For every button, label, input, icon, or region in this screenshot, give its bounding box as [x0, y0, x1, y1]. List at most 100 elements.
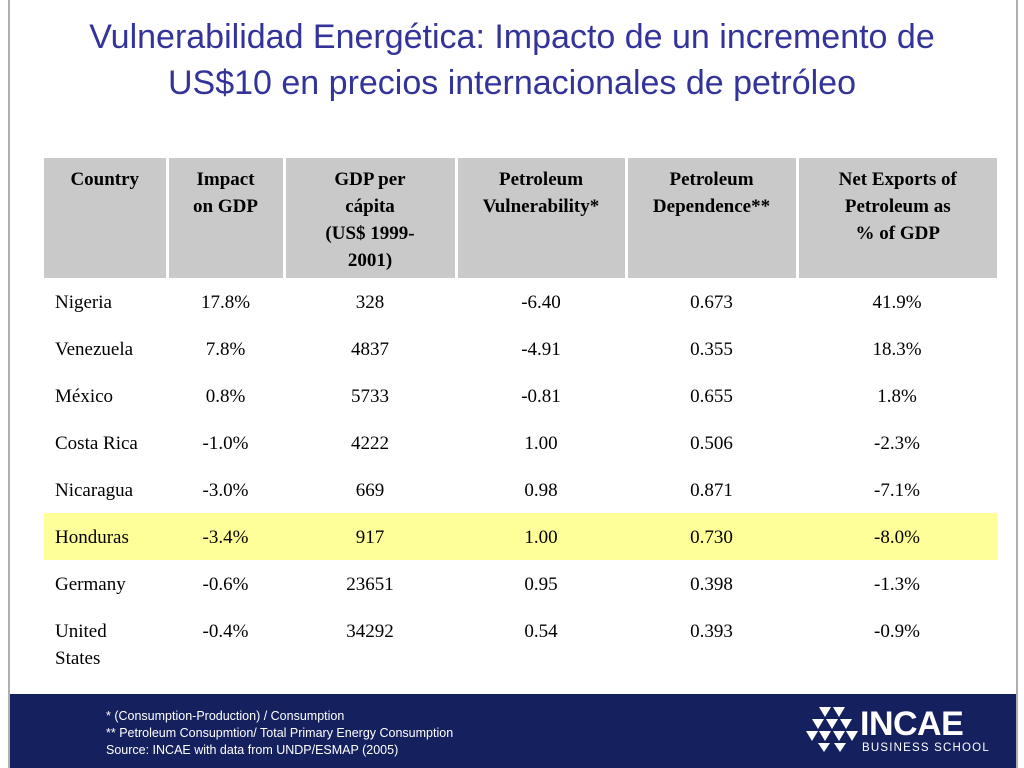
- slide-title: Vulnerabilidad Energética: Impacto de un…: [0, 14, 1024, 106]
- net-exports-cell: -1.3%: [874, 574, 920, 595]
- table-row: Costa Rica -1.0% 4222 1.00 0.506 -2.3%: [44, 419, 997, 466]
- table-row: Nicaragua -3.0% 669 0.98 0.871 -7.1%: [44, 466, 997, 513]
- gdp-cell: 4837: [351, 339, 389, 360]
- dependence-cell: 0.393: [690, 621, 733, 642]
- country-cell: Germany: [44, 560, 167, 607]
- vulnerability-cell: -6.40: [521, 292, 561, 313]
- header-line: Country: [70, 169, 140, 190]
- dependence-cell: 0.398: [690, 574, 733, 595]
- header-line: 2001): [347, 250, 393, 271]
- net-exports-cell: -0.9%: [874, 621, 920, 642]
- vulnerability-cell: -4.91: [521, 339, 561, 360]
- table-header-row: Country Impact on GDP GDP per cápita (US$ 199…: [44, 158, 997, 278]
- country-cell: Venezuela: [44, 325, 167, 372]
- title-line-1: Vulnerabilidad Energética: Impacto de un…: [89, 18, 935, 56]
- gdp-cell: 669: [355, 480, 385, 501]
- dependence-cell: 0.871: [690, 480, 733, 501]
- table-row: United States -0.4% 34292 0.54 0.393 -0.9%: [44, 607, 997, 685]
- vulnerability-cell: -0.81: [521, 386, 561, 407]
- impact-cell: -3.0%: [202, 480, 249, 501]
- country-cell: Nigeria: [44, 278, 167, 325]
- country-line: States: [55, 648, 101, 669]
- footnote-vulnerability: * (Consumption-Production) / Consumption: [106, 709, 345, 723]
- net-exports-cell: 18.3%: [872, 339, 922, 360]
- country-cell: Honduras: [44, 513, 167, 560]
- header-impact-gdp: Impact on GDP: [165, 158, 284, 278]
- header-line: Dependence**: [652, 196, 771, 217]
- table-body: Nigeria 17.8% 328 -6.40 0.673 41.9% Venezuela 7…: [44, 278, 997, 685]
- footnote-source: Source: INCAE with data from UNDP/ESMAP …: [106, 743, 399, 757]
- impact-cell: 0.8%: [205, 386, 246, 407]
- dependence-cell: 0.673: [690, 292, 733, 313]
- impact-cell: 7.8%: [205, 339, 246, 360]
- header-line: Net Exports of: [838, 169, 957, 190]
- country-line: Venezuela: [55, 339, 134, 360]
- country-line: Honduras: [55, 527, 129, 548]
- header-line: cápita: [345, 196, 395, 217]
- gdp-cell: 4222: [351, 433, 389, 454]
- footnotes: * (Consumption-Production) / Consumption…: [106, 708, 453, 759]
- net-exports-cell: -7.1%: [874, 480, 920, 501]
- header-gdp-per-capita: GDP per cápita (US$ 1999- 2001): [282, 158, 456, 278]
- header-petroleum-dependence: Petroleum Dependence**: [624, 158, 797, 278]
- impact-cell: -1.0%: [202, 433, 249, 454]
- header-line: on GDP: [193, 196, 258, 217]
- header-petroleum-vulnerability: Petroleum Vulnerability*: [454, 158, 626, 278]
- impact-cell: -3.4%: [167, 513, 284, 560]
- table-row: Nigeria 17.8% 328 -6.40 0.673 41.9%: [44, 278, 997, 325]
- dependence-cell: 0.355: [690, 339, 733, 360]
- impact-cell: -0.4%: [202, 621, 249, 642]
- dependence-cell: 0.730: [626, 513, 797, 560]
- gdp-cell: 917: [284, 513, 456, 560]
- gdp-cell: 34292: [346, 621, 394, 642]
- dependence-cell: 0.506: [690, 433, 733, 454]
- logo-subtitle: BUSINESS SCHOOL: [862, 742, 990, 754]
- table-row: Venezuela 7.8% 4837 -4.91 0.355 18.3%: [44, 325, 997, 372]
- vulnerability-cell: 1.00: [456, 513, 626, 560]
- vulnerability-cell: 0.95: [524, 574, 558, 595]
- country-line: Costa Rica: [55, 433, 138, 454]
- incae-logo-mark-icon: [806, 707, 858, 752]
- impact-cell: 17.8%: [200, 292, 251, 313]
- vulnerability-cell: 1.00: [524, 433, 558, 454]
- gdp-cell: 23651: [346, 574, 394, 595]
- country-cell: United States: [44, 607, 167, 685]
- header-line: (US$ 1999-: [325, 223, 415, 244]
- country-line: México: [55, 386, 114, 407]
- header-line: % of GDP: [855, 223, 940, 244]
- country-line: Nigeria: [55, 292, 112, 313]
- country-line: United: [55, 621, 107, 642]
- table-row: Germany -0.6% 23651 0.95 0.398 -1.3%: [44, 560, 997, 607]
- header-line: Petroleum: [498, 169, 584, 190]
- gdp-cell: 5733: [351, 386, 389, 407]
- incae-logo: INCAE BUSINESS SCHOOL: [806, 705, 996, 761]
- header-country: Country: [44, 158, 167, 278]
- net-exports-cell: 41.9%: [872, 292, 922, 313]
- dependence-cell: 0.655: [690, 386, 733, 407]
- net-exports-cell: 1.8%: [877, 386, 917, 407]
- header-line: GDP per: [334, 169, 406, 190]
- header-net-exports: Net Exports of Petroleum as % of GDP: [795, 158, 997, 278]
- table-row: México 0.8% 5733 -0.81 0.655 1.8%: [44, 372, 997, 419]
- header-line: Impact: [196, 169, 255, 190]
- vulnerability-cell: 0.98: [524, 480, 558, 501]
- vulnerability-cell: 0.54: [524, 621, 558, 642]
- title-line-2: US$10 en precios internacionales de petr…: [167, 64, 856, 102]
- impact-cell: -0.6%: [202, 574, 249, 595]
- table-row: Honduras -3.4% 917 1.00 0.730 -8.0%: [44, 513, 997, 560]
- header-line: Vulnerability*: [482, 196, 600, 217]
- slide-frame: [8, 0, 1018, 768]
- country-line: Germany: [55, 574, 126, 595]
- logo-wordmark: INCAE: [860, 705, 964, 743]
- gdp-cell: 328: [355, 292, 385, 313]
- net-exports-cell: -8.0%: [797, 513, 997, 560]
- energy-vulnerability-table: Country Impact on GDP GDP per cápita (US$ 199…: [44, 158, 997, 685]
- header-line: Petroleum: [669, 169, 754, 190]
- country-cell: México: [44, 372, 167, 419]
- net-exports-cell: -2.3%: [874, 433, 920, 454]
- footnote-dependence: ** Petroleum Consupmtion/ Total Primary …: [106, 726, 454, 740]
- country-cell: Nicaragua: [44, 466, 167, 513]
- country-cell: Costa Rica: [44, 419, 167, 466]
- country-line: Nicaragua: [55, 480, 134, 501]
- header-line: Petroleum as: [844, 196, 951, 217]
